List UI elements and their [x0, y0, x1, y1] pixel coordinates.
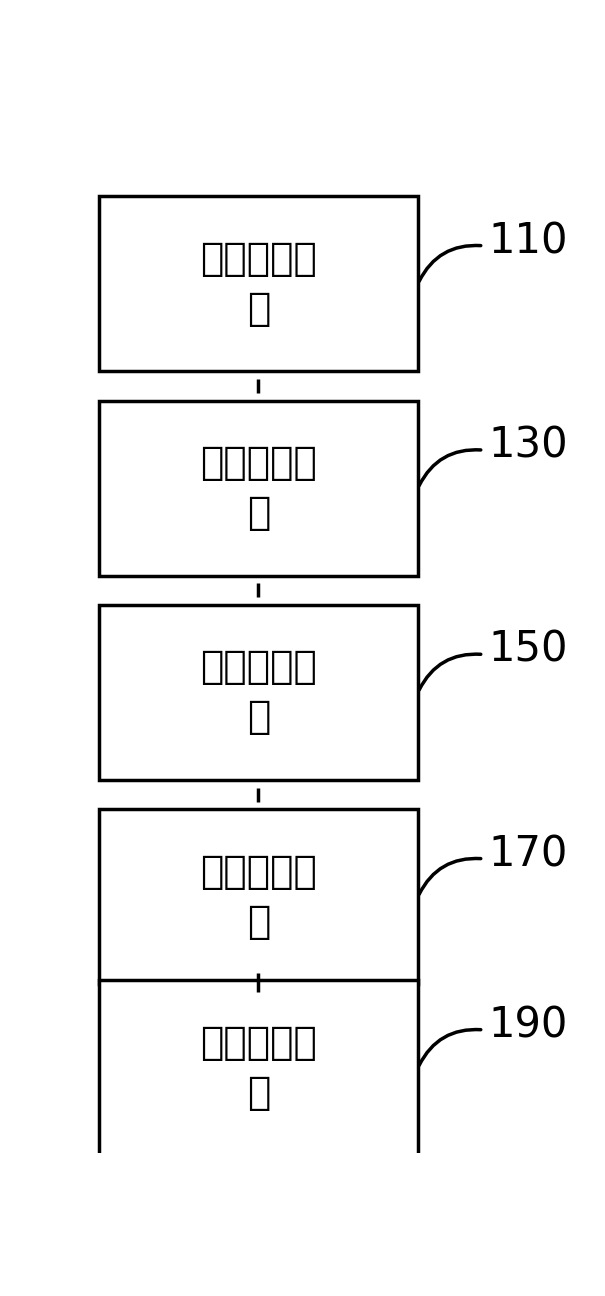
Text: 190: 190	[488, 1004, 567, 1046]
Bar	[99, 810, 418, 984]
Bar	[99, 197, 418, 371]
Text: 条件检测模
块: 条件检测模 块	[200, 648, 317, 736]
Text: 110: 110	[488, 220, 567, 262]
Bar	[99, 400, 418, 575]
Text: 150: 150	[488, 629, 567, 671]
Text: 170: 170	[488, 833, 567, 875]
Bar	[99, 605, 418, 780]
Text: 重量修正模
块: 重量修正模 块	[200, 1024, 317, 1112]
Text: 误差计算模
块: 误差计算模 块	[200, 445, 317, 533]
Text: 130: 130	[488, 424, 568, 467]
Text: 基准选取模
块: 基准选取模 块	[200, 853, 317, 941]
Bar	[99, 981, 418, 1155]
Text: 重量获取模
块: 重量获取模 块	[200, 240, 317, 328]
